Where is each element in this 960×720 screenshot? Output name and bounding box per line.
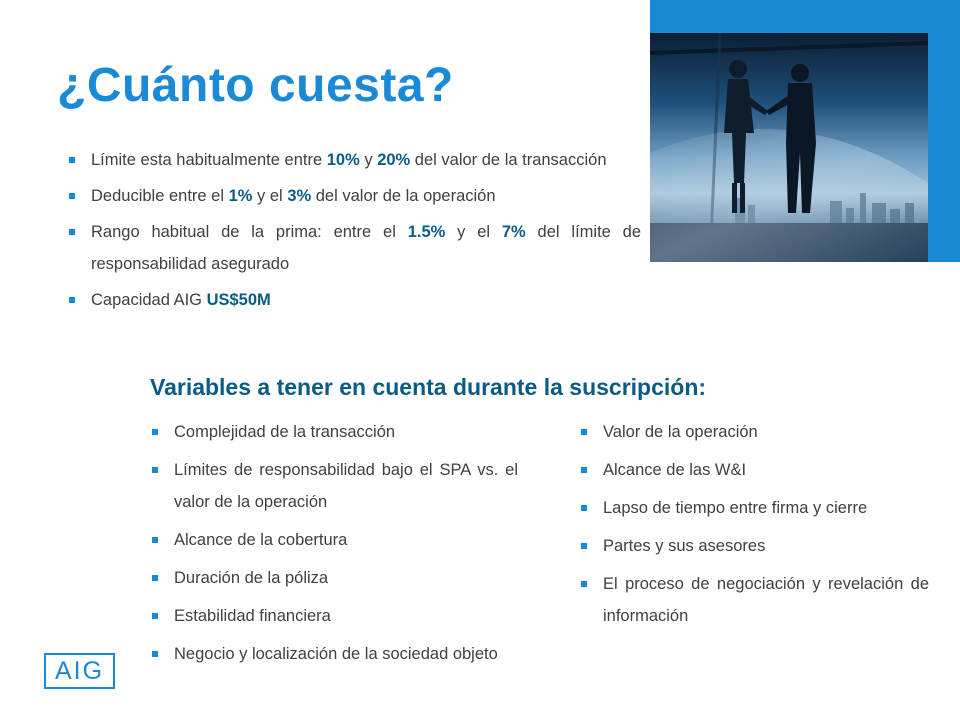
- square-bullet-icon: [69, 193, 75, 199]
- list-item: Duración de la póliza: [146, 562, 518, 594]
- highlight-value: 20%: [377, 151, 411, 169]
- square-bullet-icon: [152, 613, 158, 619]
- square-bullet-icon: [152, 537, 158, 543]
- square-bullet-icon: [152, 575, 158, 581]
- list-item: El proceso de negociación y revelación d…: [575, 568, 929, 632]
- square-bullet-icon: [581, 505, 587, 511]
- list-item: Deducible entre el 1% y el 3% del valor …: [63, 180, 641, 212]
- highlight-value: 10%: [326, 151, 360, 169]
- list-item: Rango habitual de la prima: entre el 1.5…: [63, 216, 641, 280]
- square-bullet-icon: [581, 581, 587, 587]
- list-item: Alcance de las W&I: [575, 454, 929, 486]
- square-bullet-icon: [581, 543, 587, 549]
- variables-list-left: Complejidad de la transacción Límites de…: [146, 416, 518, 676]
- handshake-photo: [650, 33, 928, 262]
- square-bullet-icon: [69, 297, 75, 303]
- list-item: Partes y sus asesores: [575, 530, 929, 562]
- square-bullet-icon: [581, 429, 587, 435]
- square-bullet-icon: [69, 157, 75, 163]
- cost-bullet-list: Límite esta habitualmente entre 10% y 20…: [63, 144, 641, 320]
- highlight-value: 7%: [501, 223, 526, 241]
- highlight-value: 3%: [287, 187, 312, 205]
- square-bullet-icon: [152, 651, 158, 657]
- square-bullet-icon: [581, 467, 587, 473]
- list-item: Estabilidad financiera: [146, 600, 518, 632]
- list-item: Alcance de la cobertura: [146, 524, 518, 556]
- list-item: Límites de responsabilidad bajo el SPA v…: [146, 454, 518, 518]
- list-item: Negocio y localización de la sociedad ob…: [146, 638, 518, 670]
- highlight-value: 1%: [228, 187, 253, 205]
- list-item: Lapso de tiempo entre firma y cierre: [575, 492, 929, 524]
- square-bullet-icon: [152, 429, 158, 435]
- list-item: Límite esta habitualmente entre 10% y 20…: [63, 144, 641, 176]
- list-item: Capacidad AIG US$50M: [63, 284, 641, 316]
- section-subtitle: Variables a tener en cuenta durante la s…: [150, 374, 707, 400]
- highlight-value: 1.5%: [407, 223, 446, 241]
- variables-list-right: Valor de la operación Alcance de las W&I…: [575, 416, 929, 638]
- highlight-value: US$50M: [206, 291, 271, 309]
- handshake-photo-illustration: [650, 33, 928, 262]
- square-bullet-icon: [152, 467, 158, 473]
- page-title: ¿Cuánto cuesta?: [57, 59, 454, 112]
- square-bullet-icon: [69, 229, 75, 235]
- list-item: Complejidad de la transacción: [146, 416, 518, 448]
- aig-logo: AIG: [44, 653, 115, 689]
- list-item: Valor de la operación: [575, 416, 929, 448]
